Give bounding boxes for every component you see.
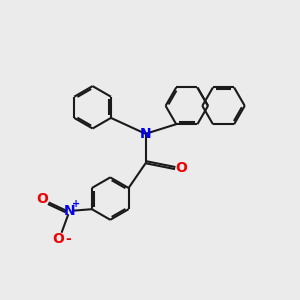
Text: O: O: [36, 192, 48, 206]
Text: +: +: [72, 199, 80, 209]
Text: O: O: [176, 161, 188, 175]
Text: -: -: [65, 232, 71, 246]
Text: O: O: [52, 232, 64, 246]
Text: N: N: [140, 127, 152, 141]
Text: N: N: [64, 204, 76, 218]
